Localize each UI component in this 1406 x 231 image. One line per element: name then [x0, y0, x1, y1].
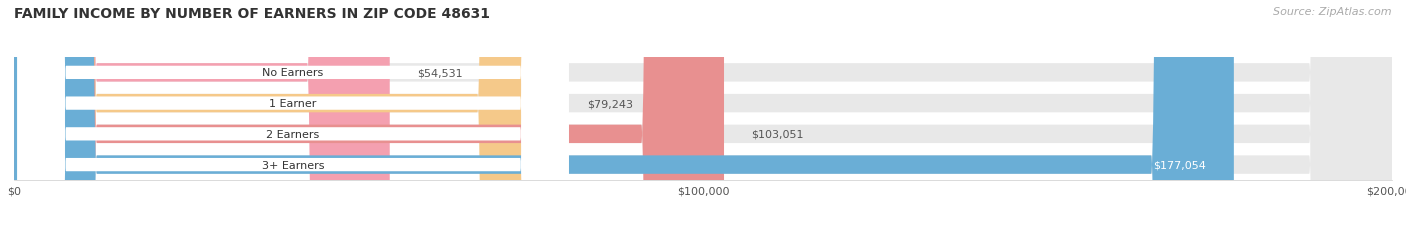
Text: 2 Earners: 2 Earners [267, 129, 319, 139]
Text: $177,054: $177,054 [1153, 160, 1206, 170]
FancyBboxPatch shape [14, 0, 1234, 231]
FancyBboxPatch shape [14, 0, 1392, 231]
Text: $54,531: $54,531 [418, 68, 463, 78]
FancyBboxPatch shape [17, 0, 568, 231]
FancyBboxPatch shape [17, 0, 568, 231]
FancyBboxPatch shape [17, 0, 568, 231]
FancyBboxPatch shape [14, 0, 389, 231]
Text: $79,243: $79,243 [588, 99, 634, 109]
FancyBboxPatch shape [17, 0, 568, 231]
Text: Source: ZipAtlas.com: Source: ZipAtlas.com [1274, 7, 1392, 17]
Text: $103,051: $103,051 [752, 129, 804, 139]
Text: No Earners: No Earners [263, 68, 323, 78]
FancyBboxPatch shape [14, 0, 560, 231]
Text: 3+ Earners: 3+ Earners [262, 160, 325, 170]
Text: FAMILY INCOME BY NUMBER OF EARNERS IN ZIP CODE 48631: FAMILY INCOME BY NUMBER OF EARNERS IN ZI… [14, 7, 491, 21]
FancyBboxPatch shape [14, 0, 1392, 231]
FancyBboxPatch shape [14, 0, 1392, 231]
FancyBboxPatch shape [14, 0, 724, 231]
Text: 1 Earner: 1 Earner [270, 99, 316, 109]
FancyBboxPatch shape [14, 0, 1392, 231]
